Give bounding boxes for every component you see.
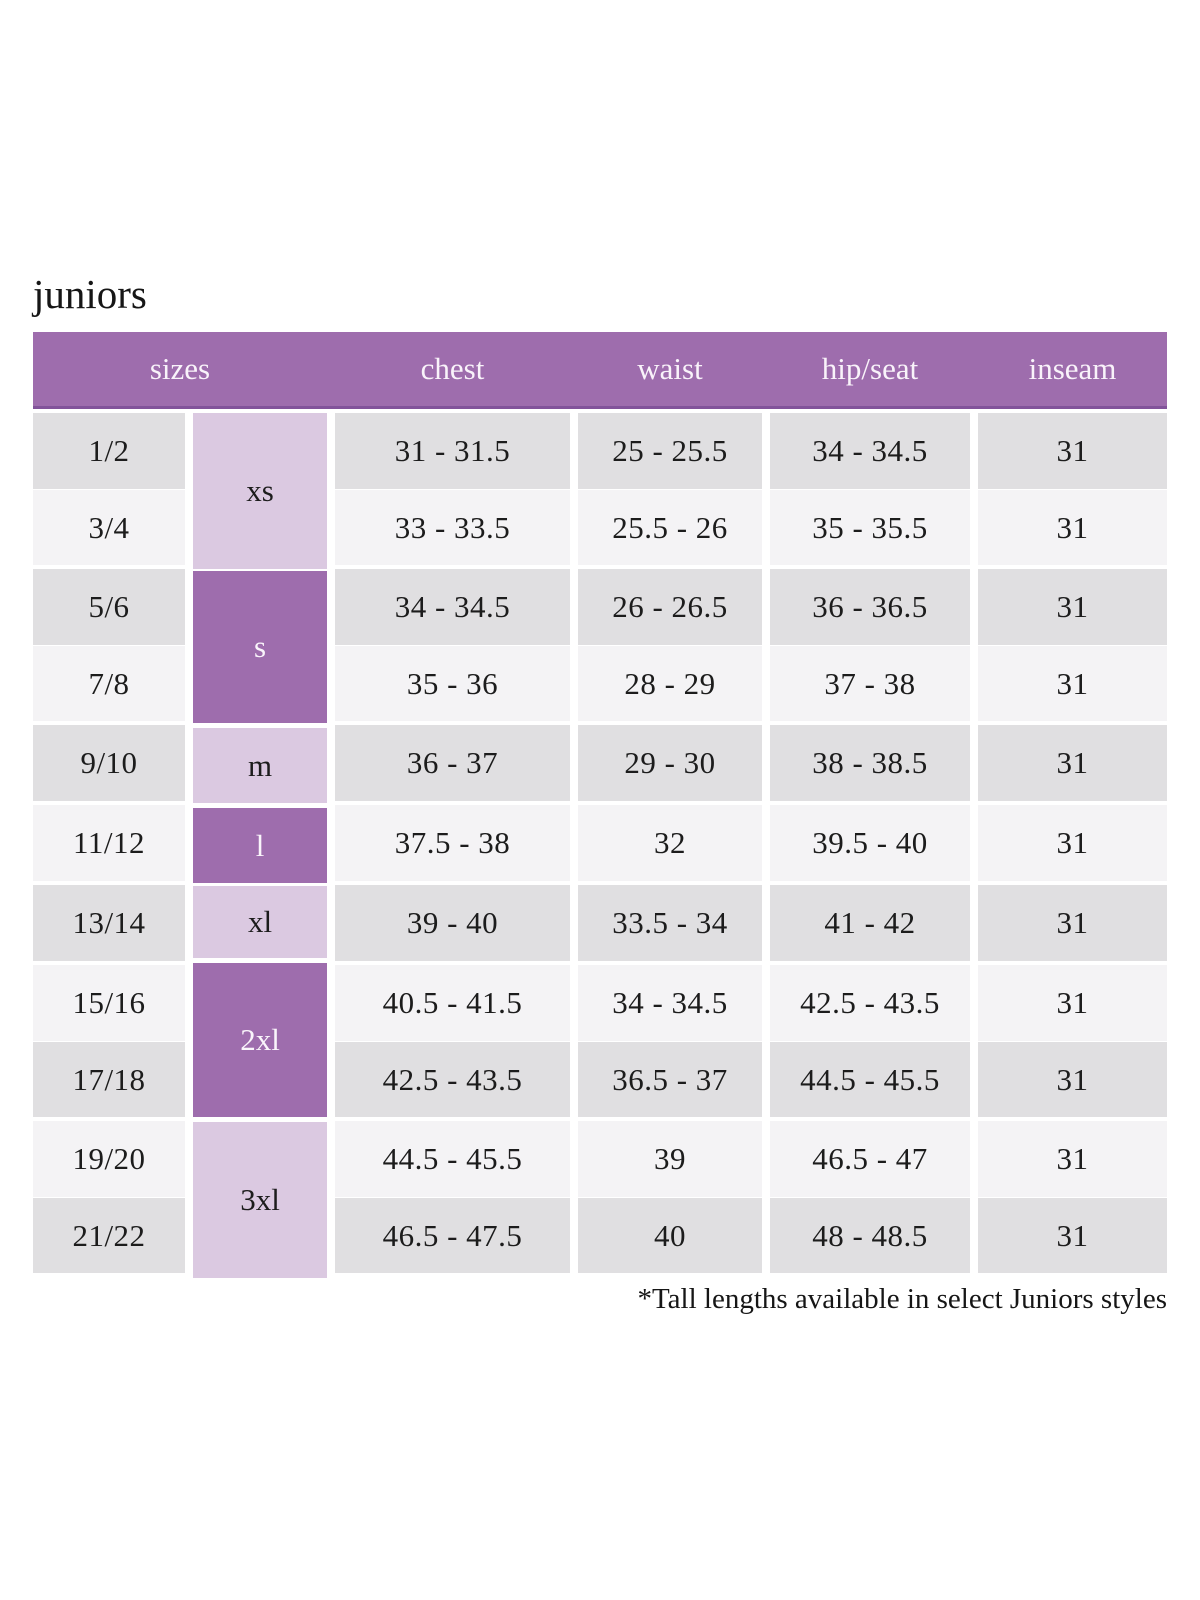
table-row: 1/2 31 - 31.5 25 - 25.5 34 - 34.5 31: [33, 413, 1167, 489]
size-chart-table: sizes chest waist hip/seat inseam 1/2 31…: [33, 332, 1167, 1278]
footnote: *Tall lengths available in select Junior…: [637, 1283, 1167, 1315]
size-group-xl: 13/14 39 - 40 33.5 - 34 41 - 42 31: [33, 885, 1167, 961]
hip-seat-cell: 41 - 42: [770, 885, 970, 961]
table-row: 13/14 39 - 40 33.5 - 34 41 - 42 31: [33, 885, 1167, 961]
chest-cell: 36 - 37: [335, 725, 570, 801]
waist-cell: 34 - 34.5: [578, 965, 762, 1041]
inseam-cell: 31: [978, 805, 1167, 881]
table-row: 5/6 34 - 34.5 26 - 26.5 36 - 36.5 31: [33, 569, 1167, 645]
column-header-inseam: inseam: [1028, 351, 1117, 386]
chest-cell: 34 - 34.5: [335, 569, 570, 645]
size-cell: 13/14: [33, 885, 185, 961]
inseam-cell: 31: [978, 569, 1167, 645]
chest-cell: 31 - 31.5: [335, 413, 570, 489]
waist-cell: 26 - 26.5: [578, 569, 762, 645]
inseam-cell: 31: [978, 725, 1167, 801]
inseam-cell: 31: [978, 1197, 1167, 1273]
inseam-cell: 31: [978, 645, 1167, 721]
size-cell: 7/8: [33, 645, 185, 721]
chest-cell: 44.5 - 45.5: [335, 1121, 570, 1197]
hip-seat-cell: 37 - 38: [770, 645, 970, 721]
waist-cell: 40: [578, 1197, 762, 1273]
page-title: juniors: [33, 271, 147, 317]
hip-seat-cell: 36 - 36.5: [770, 569, 970, 645]
inseam-cell: 31: [978, 413, 1167, 489]
waist-cell: 28 - 29: [578, 645, 762, 721]
column-header-hip-seat: hip/seat: [821, 351, 919, 386]
table-header-row: sizes chest waist hip/seat inseam: [33, 332, 1167, 409]
size-group-s: 5/6 34 - 34.5 26 - 26.5 36 - 36.5 31 7/8…: [33, 569, 1167, 721]
table-row: 15/16 40.5 - 41.5 34 - 34.5 42.5 - 43.5 …: [33, 965, 1167, 1041]
hip-seat-cell: 39.5 - 40: [770, 805, 970, 881]
waist-cell: 25.5 - 26: [578, 489, 762, 565]
size-cell: 11/12: [33, 805, 185, 881]
chest-cell: 35 - 36: [335, 645, 570, 721]
size-cell: 1/2: [33, 413, 185, 489]
size-cell: 17/18: [33, 1041, 185, 1117]
size-group-m: 9/10 36 - 37 29 - 30 38 - 38.5 31: [33, 725, 1167, 801]
hip-seat-cell: 34 - 34.5: [770, 413, 970, 489]
inseam-cell: 31: [978, 489, 1167, 565]
chest-cell: 42.5 - 43.5: [335, 1041, 570, 1117]
table-body: 1/2 31 - 31.5 25 - 25.5 34 - 34.5 31 3/4…: [33, 413, 1167, 1278]
column-header-chest: chest: [420, 351, 485, 386]
table-row: 21/22 46.5 - 47.5 40 48 - 48.5 31: [33, 1197, 1167, 1273]
inseam-cell: 31: [978, 885, 1167, 961]
waist-cell: 29 - 30: [578, 725, 762, 801]
table-row: 11/12 37.5 - 38 32 39.5 - 40 31: [33, 805, 1167, 881]
table-row: 19/20 44.5 - 45.5 39 46.5 - 47 31: [33, 1121, 1167, 1197]
waist-cell: 32: [578, 805, 762, 881]
waist-cell: 39: [578, 1121, 762, 1197]
table-row: 9/10 36 - 37 29 - 30 38 - 38.5 31: [33, 725, 1167, 801]
hip-seat-cell: 48 - 48.5: [770, 1197, 970, 1273]
hip-seat-cell: 46.5 - 47: [770, 1121, 970, 1197]
hip-seat-cell: 44.5 - 45.5: [770, 1041, 970, 1117]
hip-seat-cell: 42.5 - 43.5: [770, 965, 970, 1041]
chest-cell: 33 - 33.5: [335, 489, 570, 565]
inseam-cell: 31: [978, 1041, 1167, 1117]
table-row: 7/8 35 - 36 28 - 29 37 - 38 31: [33, 645, 1167, 721]
size-cell: 5/6: [33, 569, 185, 645]
waist-cell: 36.5 - 37: [578, 1041, 762, 1117]
size-group-2xl: 15/16 40.5 - 41.5 34 - 34.5 42.5 - 43.5 …: [33, 965, 1167, 1117]
table-row: 17/18 42.5 - 43.5 36.5 - 37 44.5 - 45.5 …: [33, 1041, 1167, 1117]
chest-cell: 39 - 40: [335, 885, 570, 961]
size-group-xs: 1/2 31 - 31.5 25 - 25.5 34 - 34.5 31 3/4…: [33, 413, 1167, 565]
size-cell: 15/16: [33, 965, 185, 1041]
chest-cell: 46.5 - 47.5: [335, 1197, 570, 1273]
inseam-cell: 31: [978, 965, 1167, 1041]
waist-cell: 33.5 - 34: [578, 885, 762, 961]
inseam-cell: 31: [978, 1121, 1167, 1197]
column-header-waist: waist: [637, 351, 703, 386]
column-header-sizes: sizes: [149, 351, 211, 386]
waist-cell: 25 - 25.5: [578, 413, 762, 489]
table-row: 3/4 33 - 33.5 25.5 - 26 35 - 35.5 31: [33, 489, 1167, 565]
size-cell: 19/20: [33, 1121, 185, 1197]
size-cell: 9/10: [33, 725, 185, 801]
size-group-3xl: 19/20 44.5 - 45.5 39 46.5 - 47 31 21/22 …: [33, 1121, 1167, 1273]
chest-cell: 37.5 - 38: [335, 805, 570, 881]
size-group-l: 11/12 37.5 - 38 32 39.5 - 40 31: [33, 805, 1167, 881]
chest-cell: 40.5 - 41.5: [335, 965, 570, 1041]
hip-seat-cell: 35 - 35.5: [770, 489, 970, 565]
size-cell: 21/22: [33, 1197, 185, 1273]
hip-seat-cell: 38 - 38.5: [770, 725, 970, 801]
size-cell: 3/4: [33, 489, 185, 565]
